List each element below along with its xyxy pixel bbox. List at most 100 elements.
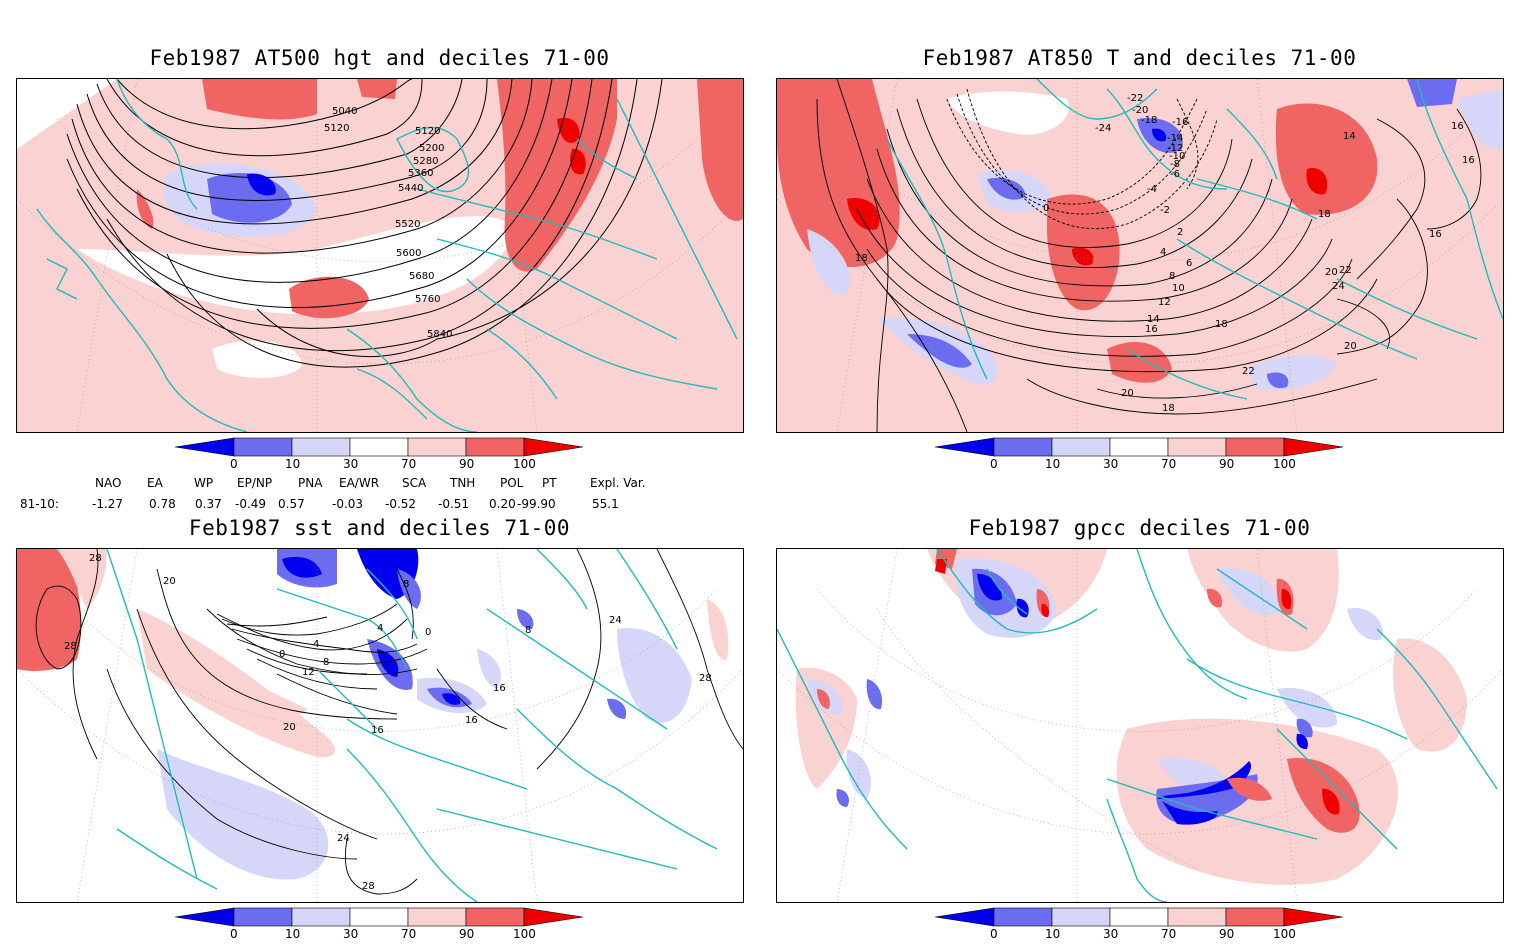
contour-label: 5360 <box>408 168 433 179</box>
contour-label: -14 <box>1167 133 1183 144</box>
panel-title-gpcc: Feb1987 gpcc deciles 71-00 <box>968 516 1311 540</box>
contour-label: 5600 <box>396 248 421 259</box>
map-at850-temp: -22 -20 -18 -16 -24 -14 -12 -10 -8 -6 -4… <box>776 78 1504 433</box>
contour-label: 18 <box>1162 403 1175 414</box>
colorbar-tick: 30 <box>343 927 358 940</box>
index-value: 0.78 <box>149 497 176 511</box>
panel-title-at850: Feb1987 AT850 T and deciles 71-00 <box>922 46 1357 70</box>
index-header: SCA <box>402 476 427 490</box>
index-header: EP/NP <box>237 476 273 490</box>
contour-label: 0 <box>1043 203 1049 214</box>
contour-label: 16 <box>493 683 506 694</box>
contour-label: 16 <box>1429 229 1442 240</box>
contour-label: -20 <box>1132 105 1148 116</box>
contour-label: 5680 <box>409 271 434 282</box>
contour-label: -16 <box>1172 117 1188 128</box>
colorbar-tick: 70 <box>401 457 416 471</box>
contour-label: 24 <box>609 615 622 626</box>
contour-label: -22 <box>1127 93 1143 104</box>
contour-label: 5280 <box>413 156 438 167</box>
contour-label: 8 <box>525 625 531 636</box>
teleconnection-headers: NAO EA WP EP/NP PNA EA/WR SCA TNH POL PT… <box>0 476 760 492</box>
contour-label: 5520 <box>395 219 420 230</box>
colorbar-tick: 30 <box>1103 457 1118 471</box>
map-sst: 28 20 28 0 4 8 12 16 20 24 28 16 16 8 4 … <box>16 548 744 903</box>
index-value: -99.90 <box>517 497 556 511</box>
contour-label: 5440 <box>398 183 423 194</box>
contour-label: 5840 <box>427 329 452 340</box>
colorbar-tick: 90 <box>459 457 474 471</box>
index-value: -1.27 <box>92 497 124 511</box>
index-header: TNH <box>450 476 476 490</box>
colorbar-bottom-left: 0 10 30 70 90 100 <box>170 907 590 941</box>
index-header: WP <box>194 476 214 490</box>
contour-label: 16 <box>371 725 384 736</box>
index-header: Expl. Var. <box>590 476 646 490</box>
contour-label: 28 <box>89 553 102 564</box>
panel-title-sst: Feb1987 sst and deciles 71-00 <box>188 516 571 540</box>
index-value: -0.03 <box>332 497 364 511</box>
contour-label: 18 <box>1215 319 1228 330</box>
contour-label: 18 <box>855 253 868 264</box>
teleconnection-values: 81-10: -1.27 0.78 0.37 -0.49 0.57 -0.03 … <box>0 497 760 513</box>
contour-label: 16 <box>1451 121 1464 132</box>
contour-label: 20 <box>283 722 296 733</box>
contour-label: 8 <box>403 579 409 590</box>
contour-label: 28 <box>699 673 712 684</box>
colorbar-tick: 90 <box>459 927 474 940</box>
contour-label: -18 <box>1141 115 1157 126</box>
index-header: POL <box>500 476 524 490</box>
contour-label: 24 <box>1332 281 1345 292</box>
contour-label: 5120 <box>415 126 440 137</box>
colorbar-tick: 70 <box>1161 927 1176 940</box>
contour-label: 2 <box>1177 227 1183 238</box>
contour-label: 28 <box>362 881 375 892</box>
colorbar-top-right: 0 10 30 70 90 100 <box>930 437 1350 471</box>
colorbar-tick: 0 <box>990 457 998 471</box>
colorbar-tick: 0 <box>230 927 238 940</box>
contour-label: 12 <box>1158 297 1171 308</box>
contour-label: -6 <box>1170 169 1180 180</box>
contour-label: 4 <box>1160 247 1166 258</box>
colorbar-tick: 0 <box>230 457 238 471</box>
contour-label: 14 <box>1147 314 1160 325</box>
contour-label: -12 <box>1167 143 1183 154</box>
colorbar-tick: 10 <box>285 927 300 940</box>
index-value: -0.49 <box>235 497 267 511</box>
colorbar-top-left: 0 10 30 70 90 100 <box>170 437 590 471</box>
colorbar-tick: 70 <box>1161 457 1176 471</box>
map-gpcc-precip <box>776 548 1504 903</box>
contour-label: 0 <box>279 649 285 660</box>
contour-label: 12 <box>302 667 315 678</box>
colorbar-bottom-right: 0 10 30 70 90 100 <box>930 907 1350 941</box>
index-period-label: 81-10: <box>20 497 59 511</box>
contour-label: 22 <box>1339 265 1352 276</box>
index-value: 0.20 <box>489 497 516 511</box>
colorbar-tick: 100 <box>1273 927 1296 940</box>
contour-label: 10 <box>1172 283 1185 294</box>
contour-label: 8 <box>1169 271 1175 282</box>
index-value: 0.37 <box>195 497 222 511</box>
index-value: 55.1 <box>592 497 619 511</box>
contour-label: 6 <box>1186 258 1192 269</box>
colorbar-tick: 100 <box>513 927 536 940</box>
contour-label: 14 <box>1343 131 1356 142</box>
colorbar-tick: 10 <box>285 457 300 471</box>
contour-label: 18 <box>1318 209 1331 220</box>
map-at500-hgt: 5040 5120 5120 5200 5280 5360 5440 5520 … <box>16 78 744 433</box>
index-header: EA <box>147 476 163 490</box>
index-value: -0.52 <box>385 497 417 511</box>
contour-label: 20 <box>1344 341 1357 352</box>
contour-label: 28 <box>64 641 77 652</box>
contour-label: -8 <box>1170 159 1180 170</box>
contour-label: 0 <box>425 627 431 638</box>
contour-label: -4 <box>1147 184 1157 195</box>
contour-label: 20 <box>1121 388 1134 399</box>
index-value: -0.51 <box>438 497 470 511</box>
contour-label: 16 <box>1462 155 1475 166</box>
index-header: EA/WR <box>339 476 380 490</box>
contour-label: 5200 <box>419 143 444 154</box>
contour-label: 24 <box>337 833 350 844</box>
colorbar-tick: 100 <box>1273 457 1296 471</box>
contour-label: -10 <box>1169 151 1185 162</box>
